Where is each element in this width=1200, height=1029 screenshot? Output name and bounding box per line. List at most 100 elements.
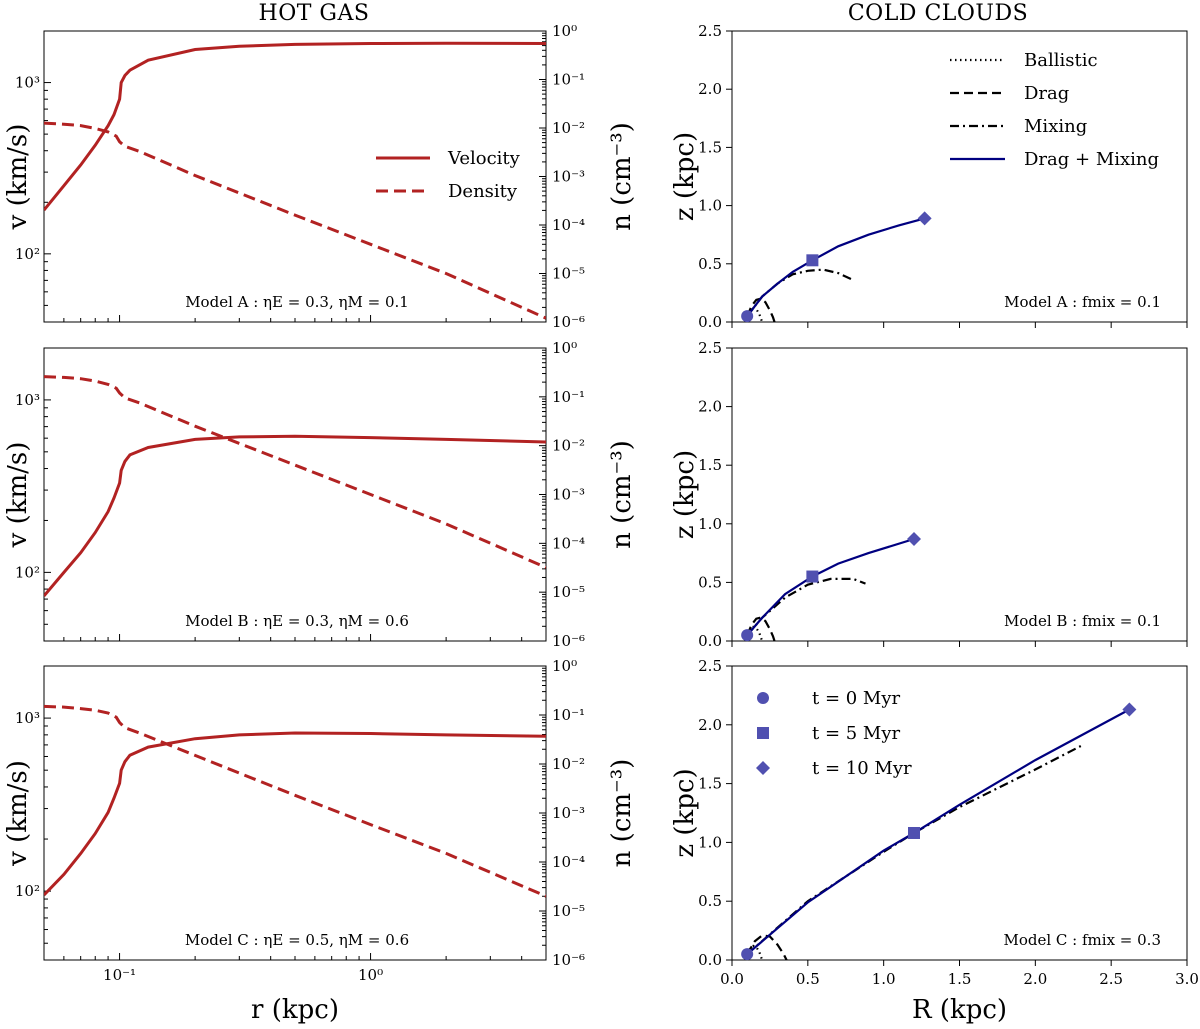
y-left-tick-label: 10³: [15, 391, 40, 409]
y-right-tick-label: 10⁻⁴: [552, 853, 585, 871]
hot-gas-panel-hot-B: 10² 10³ 10⁻⁶ 10⁻⁵ 10⁻⁴ 10⁻³ 10⁻² 10⁻¹ 10⁰ v (km/s…: [3, 339, 637, 650]
title-hot-gas: HOT GAS: [259, 1, 370, 26]
series-line-density: [44, 121, 546, 320]
y-right-axis-label: n (cm⁻³): [607, 759, 637, 868]
hot-gas-panel-hot-C: 10⁻¹ 10⁰ 10² 10³ 10⁻⁶ 10⁻⁵ 10⁻⁴ 10⁻³ 10⁻² 10⁻¹ 10⁰…: [3, 657, 637, 1025]
y-left-axis-label: v (km/s): [3, 442, 33, 549]
marker-circle: [741, 948, 754, 961]
y-tick-label: 1.5: [698, 775, 722, 793]
x-tick-label: 2.0: [1023, 970, 1047, 988]
y-right-tick-label: 10⁰: [552, 657, 577, 675]
y-tick-label: 2.5: [698, 22, 722, 40]
x-tick-label: 0.5: [796, 970, 820, 988]
y-right-tick-label: 10⁻⁵: [552, 265, 585, 283]
title-cold-clouds: COLD CLOUDS: [848, 1, 1028, 26]
y-tick-label: 1.5: [698, 138, 722, 156]
y-tick-label: 2.5: [698, 657, 722, 675]
series-line-density: [44, 375, 546, 569]
marker-circle: [757, 692, 769, 704]
legend-label: Ballistic: [1024, 50, 1098, 71]
x-tick-label: 10⁻¹: [103, 966, 136, 984]
cold-clouds-panel-cold-B: 0.0 0.5 1.0 1.5 2.0 2.5 z (kpc) Model B : fmix …: [670, 339, 1188, 650]
x-tick-label: 2.5: [1099, 970, 1123, 988]
y-right-tick-label: 10⁻¹: [552, 71, 585, 89]
y-right-axis-label: n (cm⁻³): [607, 122, 637, 231]
series-line-velocity: [44, 731, 546, 897]
legend-label: Mixing: [1024, 116, 1087, 137]
series-line-dashed: [746, 934, 788, 960]
y-tick-label: 0.0: [698, 632, 722, 650]
y-tick-label: 0.5: [698, 573, 722, 591]
legend-label: Velocity: [447, 148, 521, 169]
series-line-dashdot: [746, 745, 1082, 955]
y-right-tick-label: 10⁻⁶: [552, 313, 585, 331]
y-left-axis-label: v (km/s): [3, 760, 33, 867]
y-right-axis-label: n (cm⁻³): [607, 440, 637, 549]
marker-square: [806, 570, 819, 583]
panel-frame: [43, 30, 547, 323]
x-tick-label: 10⁰: [358, 966, 383, 984]
y-right-tick-label: 10⁻⁵: [552, 902, 585, 920]
y-left-tick-label: 10²: [15, 563, 40, 581]
marker-square: [908, 826, 920, 839]
x-tick-label: 1.5: [948, 970, 972, 988]
y-left-tick-label: 10³: [15, 74, 40, 92]
y-tick-label: 0.0: [698, 951, 722, 969]
legend-label: Drag + Mixing: [1024, 149, 1159, 170]
y-right-tick-label: 10⁻¹: [552, 706, 585, 724]
y-right-tick-label: 10⁻³: [552, 486, 585, 504]
panel-frame: [731, 665, 1188, 961]
marker-diamond: [907, 532, 921, 547]
y-right-tick-label: 10⁻²: [552, 119, 585, 137]
series-line-solid: [746, 217, 925, 317]
y-axis-label: z (kpc): [670, 450, 700, 539]
series-line-solid: [746, 708, 1130, 955]
model-annotation: Model A : ηE = 0.3, ηM = 0.1: [185, 293, 409, 311]
series-line-dashed: [746, 297, 776, 322]
x-axis-label: r (kpc): [251, 995, 339, 1025]
model-annotation: Model A : fmix = 0.1: [1004, 293, 1161, 311]
y-tick-label: 2.5: [698, 339, 722, 357]
y-tick-label: 1.0: [698, 197, 722, 215]
x-axis-label: R (kpc): [912, 995, 1007, 1025]
plot-area: 10² 10³ 10⁻⁶ 10⁻⁵ 10⁻⁴ 10⁻³ 10⁻² 10⁻¹ 10⁰ v (km/s…: [3, 22, 1199, 1025]
marker-square: [757, 727, 769, 739]
y-left-tick-label: 10²: [15, 882, 40, 900]
y-left-axis-label: v (km/s): [3, 124, 33, 231]
panel-frame: [731, 347, 1188, 642]
panel-frame: [731, 30, 1188, 323]
y-tick-label: 2.0: [698, 398, 722, 416]
series-line-dashed: [746, 616, 776, 641]
series-line-velocity: [44, 434, 546, 597]
y-right-tick-label: 10⁻⁴: [552, 216, 585, 234]
series-line-density: [44, 704, 546, 898]
marker-circle: [741, 310, 754, 323]
y-right-tick-label: 10⁻²: [552, 437, 585, 455]
y-tick-label: 1.0: [698, 833, 722, 851]
series-line-dashdot: [746, 577, 866, 636]
legend-label: t = 10 Myr: [812, 758, 912, 779]
legend-label: Density: [448, 181, 518, 202]
model-annotation: Model B : fmix = 0.1: [1004, 612, 1161, 630]
legend-label: Drag: [1024, 83, 1069, 104]
series-line-velocity: [44, 41, 546, 212]
marker-diamond: [917, 211, 932, 226]
y-right-tick-label: 10⁻⁵: [552, 583, 585, 601]
y-tick-label: 1.5: [698, 456, 722, 474]
y-right-tick-label: 10⁻⁴: [552, 534, 585, 552]
legend-label: t = 0 Myr: [812, 688, 901, 709]
model-annotation: Model B : ηE = 0.3, ηM = 0.6: [185, 612, 409, 630]
model-annotation: Model C : fmix = 0.3: [1004, 931, 1162, 949]
y-tick-label: 0.0: [698, 313, 722, 331]
marker-circle: [741, 629, 754, 642]
y-right-tick-label: 10⁻²: [552, 755, 585, 773]
y-tick-label: 0.5: [698, 892, 722, 910]
panel-frame: [43, 665, 547, 961]
y-right-tick-label: 10⁰: [552, 339, 577, 357]
x-tick-label: 1.0: [872, 970, 896, 988]
legend-label: t = 5 Myr: [812, 723, 901, 744]
y-right-tick-label: 10⁻³: [552, 804, 585, 822]
cold-clouds-panel-cold-C: 0.0 0.5 1.0 1.5 2.0 2.5 0.0 0.5 1.0 1.5 2.0 2.5 3.0 z…: [670, 657, 1199, 1025]
series-line-dashdot: [746, 268, 854, 317]
